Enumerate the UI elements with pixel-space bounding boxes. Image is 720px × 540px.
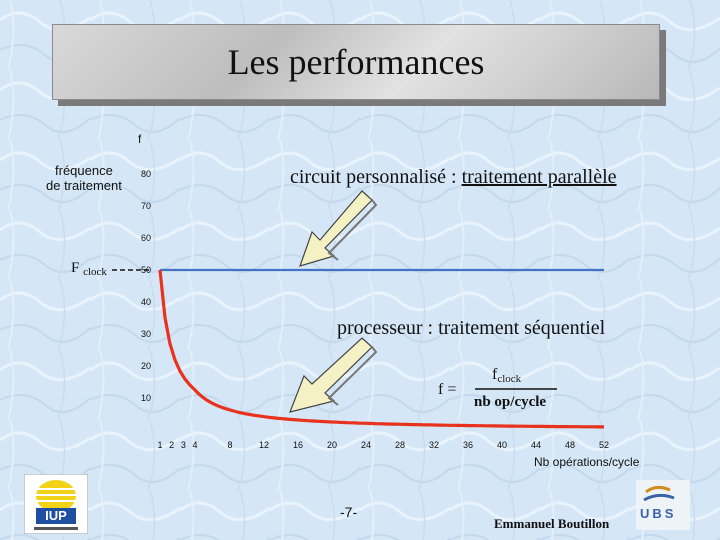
ubs-logo-text: UBS [640, 506, 677, 521]
iup-logo-text: IUP [45, 508, 67, 523]
x-tick-label: 20 [327, 440, 337, 450]
arrow-to-sequential-line [289, 337, 378, 413]
x-tick-label: 1 [157, 440, 162, 450]
slide-title-box: Les performances [52, 24, 660, 100]
y-axis-label: fréquence de traitement [46, 163, 122, 193]
x-tick-label: 32 [429, 440, 439, 450]
iup-logo: IUP [24, 474, 88, 534]
author-name: Emmanuel Boutillon [494, 516, 610, 531]
formula-numerator: fclock [492, 366, 522, 385]
x-tick-label: 16 [293, 440, 303, 450]
parallel-prefix: circuit personnalisé : [290, 166, 462, 188]
x-tick-label: 8 [227, 440, 232, 450]
fclock-main: F [71, 260, 80, 276]
y-axis-symbol: f [138, 132, 142, 146]
arrow-to-parallel-line [299, 190, 378, 267]
x-tick-label: 3 [181, 440, 186, 450]
x-tick-label: 44 [531, 440, 541, 450]
y-tick-label: 80 [141, 169, 151, 179]
formula-num-sub: clock [497, 373, 522, 385]
fclock-label: F clock [71, 260, 107, 278]
formula-denominator: nb op/cycle [474, 394, 547, 410]
page-number: -7- [340, 504, 358, 520]
ubs-logo: UBS [636, 480, 690, 530]
formula-num-main: f [492, 366, 498, 383]
slide-title: Les performances [227, 42, 485, 82]
sequential-annotation: processeur : traitement séquentiel [337, 317, 606, 339]
x-tick-label: 48 [565, 440, 575, 450]
y-tick-label: 70 [141, 201, 151, 211]
x-tick-label: 52 [599, 440, 609, 450]
parallel-underlined: traitement parallèle [461, 166, 617, 188]
x-tick-label: 24 [361, 440, 371, 450]
fclock-sub: clock [83, 266, 107, 278]
x-tick-label: 2 [169, 440, 174, 450]
y-tick-label: 20 [141, 361, 151, 371]
series-line-sequential [158, 269, 604, 429]
parallel-annotation: circuit personnalisé : traitement parall… [290, 166, 617, 189]
x-tick-label: 12 [259, 440, 269, 450]
x-axis-label: Nb opérations/cycle [534, 455, 640, 469]
x-tick-label: 36 [463, 440, 473, 450]
y-tick-label: 10 [141, 393, 151, 403]
formula-lhs: f = [438, 381, 457, 398]
x-tick-label: 4 [192, 440, 197, 450]
y-tick-label: 60 [141, 233, 151, 243]
y-tick-label: 30 [141, 329, 151, 339]
x-tick-label: 40 [497, 440, 507, 450]
y-tick-label: 40 [141, 297, 151, 307]
x-tick-label: 28 [395, 440, 405, 450]
